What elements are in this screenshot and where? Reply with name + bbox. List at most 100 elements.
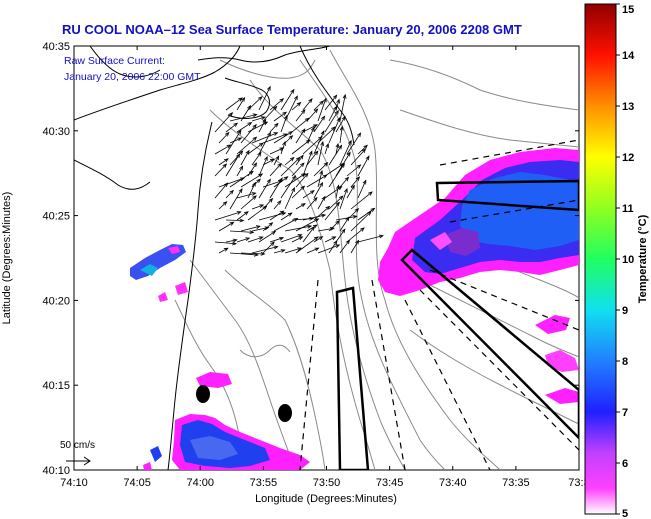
current-vector: [339, 188, 348, 210]
map-title: RU COOL NOAA–12 Sea Surface Temperature:…: [62, 22, 522, 37]
current-vector: [269, 123, 279, 133]
colorbar-tick-label: 15: [622, 4, 634, 16]
current-vector: [284, 225, 312, 232]
current-vector-head: [277, 200, 282, 205]
current-vector: [295, 236, 319, 254]
current-vector: [229, 150, 243, 166]
current-vector-head: [267, 131, 271, 137]
current-vector: [306, 151, 319, 166]
current-vector-head: [258, 236, 264, 241]
current-vector: [291, 236, 303, 243]
current-vector-head: [312, 224, 318, 229]
current-vector: [280, 89, 295, 111]
current-vector: [335, 185, 340, 199]
current-vector-head: [291, 175, 297, 180]
current-vector-head: [335, 201, 341, 207]
current-vector: [357, 235, 384, 243]
current-vector: [258, 119, 267, 133]
current-vector: [291, 185, 305, 199]
current-vector-head: [300, 162, 305, 167]
current-vector-head: [223, 158, 229, 163]
current-vector-head: [291, 186, 295, 192]
current-vector: [269, 163, 282, 177]
current-vector: [273, 111, 287, 122]
current-vector-head: [296, 247, 302, 251]
current-vector-head: [273, 245, 279, 250]
current-vector-head: [251, 192, 257, 196]
current-vector: [225, 153, 240, 177]
current-vector: [328, 106, 337, 122]
current-vector: [240, 225, 260, 232]
current-vector-head: [329, 226, 335, 231]
current-vector-head: [357, 132, 362, 138]
current-vector-head: [350, 184, 355, 190]
colorbar-tick-label: 12: [622, 152, 634, 164]
current-vector-head: [255, 225, 261, 229]
y-tick-label: 40:35: [42, 41, 70, 53]
current-vector: [313, 100, 324, 111]
current-vector: [306, 197, 318, 210]
current-vector-head: [354, 208, 360, 213]
current-vector: [218, 177, 245, 188]
current-vector-head: [252, 195, 257, 200]
current-vector: [324, 95, 337, 111]
current-vector-head: [335, 142, 340, 148]
current-vector-head: [335, 244, 341, 249]
current-vector-head: [279, 210, 285, 215]
current-vector-head: [341, 228, 346, 234]
current-vector-head: [299, 154, 304, 160]
current-vector: [328, 220, 340, 232]
current-vector-head: [293, 218, 299, 222]
current-vector-head: [334, 109, 339, 115]
current-annotation-line2: January 20, 2006 22:00 GMT: [64, 71, 201, 83]
current-vector: [284, 157, 295, 166]
current-vector-head: [297, 234, 303, 238]
current-vector-head: [314, 247, 320, 252]
current-vector: [258, 132, 271, 155]
current-vector-head: [239, 218, 245, 223]
current-vector: [328, 240, 338, 254]
current-vector-head: [309, 190, 315, 195]
current-vector: [225, 190, 234, 199]
current-vector-head: [258, 142, 264, 147]
buoy-marker: [196, 385, 210, 403]
x-tick-label: 74:10: [60, 477, 88, 489]
current-vector-head: [223, 247, 229, 252]
current-vector-head: [294, 95, 298, 101]
current-vector-head: [239, 165, 244, 171]
current-vector-head: [271, 230, 277, 235]
x-tick-label: 73:3: [568, 477, 589, 489]
current-vector-head: [310, 126, 315, 132]
current-vector-head: [228, 112, 234, 117]
current-vector-head: [305, 139, 311, 144]
current-vector-head: [295, 156, 301, 162]
current-vector-head: [345, 216, 350, 222]
current-vector: [350, 176, 360, 188]
x-tick-label: 73:40: [439, 477, 467, 489]
current-vector-head: [345, 239, 351, 245]
current-vector-head: [252, 162, 258, 168]
current-vector-head: [236, 153, 241, 159]
current-vector-head: [266, 85, 271, 91]
current-vector: [262, 106, 277, 122]
current-vector: [317, 170, 323, 188]
current-vector: [218, 247, 229, 254]
current-vector: [346, 185, 355, 199]
x-axis-ticks: 74:10 74:05 74:00 73:55 73:50 73:45 73:40 73:35…: [60, 46, 590, 489]
current-vector: [291, 117, 309, 133]
bathymetry-contours: [174, 49, 579, 470]
current-vector: [295, 155, 304, 166]
current-vector-head: [252, 123, 257, 129]
sst-patch-nearshore: [130, 244, 188, 302]
current-vector-head: [274, 122, 279, 128]
current-vector-head: [249, 170, 254, 175]
current-vector: [240, 150, 250, 166]
current-vector-head: [314, 150, 319, 156]
current-vector: [324, 143, 329, 155]
current-vector: [273, 200, 282, 210]
current-vector: [247, 142, 264, 155]
current-vector: [313, 116, 325, 133]
current-vector-head: [342, 93, 347, 99]
current-vector: [262, 158, 275, 166]
